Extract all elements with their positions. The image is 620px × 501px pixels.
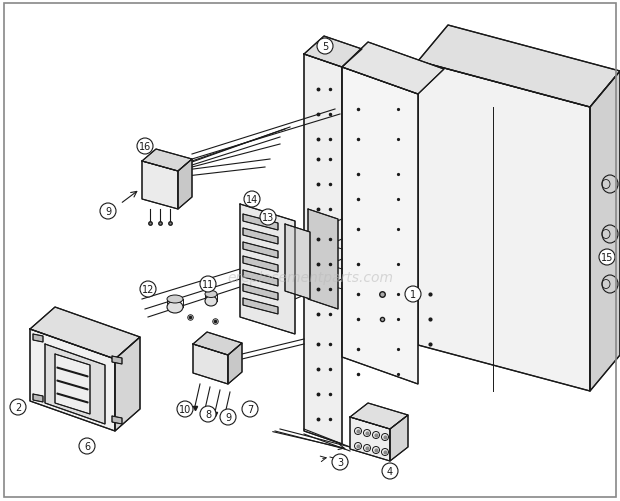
Circle shape <box>10 399 26 415</box>
Circle shape <box>137 139 153 155</box>
Polygon shape <box>243 271 278 287</box>
Ellipse shape <box>167 302 183 313</box>
Text: 8: 8 <box>205 409 211 419</box>
Polygon shape <box>112 416 122 424</box>
Circle shape <box>317 39 333 55</box>
Polygon shape <box>33 394 43 402</box>
Polygon shape <box>390 415 408 461</box>
Text: 14: 14 <box>246 194 258 204</box>
Text: 11: 11 <box>202 280 214 290</box>
Polygon shape <box>193 332 242 355</box>
Text: 2: 2 <box>15 402 21 412</box>
Circle shape <box>200 406 216 422</box>
Polygon shape <box>308 209 338 310</box>
Polygon shape <box>350 403 408 429</box>
Circle shape <box>405 287 421 303</box>
Ellipse shape <box>205 291 217 298</box>
Polygon shape <box>350 417 390 461</box>
Polygon shape <box>243 285 278 301</box>
Text: 12: 12 <box>142 285 154 295</box>
Polygon shape <box>33 334 43 342</box>
Polygon shape <box>418 62 590 391</box>
Polygon shape <box>30 329 115 431</box>
Polygon shape <box>112 356 122 364</box>
Circle shape <box>332 454 348 470</box>
Polygon shape <box>193 344 228 384</box>
Polygon shape <box>304 55 342 444</box>
Circle shape <box>79 438 95 454</box>
Polygon shape <box>142 150 192 172</box>
Polygon shape <box>304 37 362 68</box>
Polygon shape <box>142 162 178 209</box>
Circle shape <box>599 249 615 266</box>
Polygon shape <box>115 337 140 431</box>
Polygon shape <box>228 343 242 384</box>
Polygon shape <box>178 160 192 209</box>
Text: 1: 1 <box>410 290 416 300</box>
Polygon shape <box>243 214 278 230</box>
Text: 16: 16 <box>139 142 151 152</box>
Polygon shape <box>243 242 278 259</box>
Circle shape <box>177 401 193 417</box>
Text: ereplacementparts.com: ereplacementparts.com <box>227 271 393 285</box>
Text: 7: 7 <box>247 404 253 414</box>
Polygon shape <box>418 26 620 108</box>
Circle shape <box>100 203 116 219</box>
Ellipse shape <box>205 297 217 307</box>
Text: 5: 5 <box>322 42 328 52</box>
Text: 9: 9 <box>105 206 111 216</box>
Circle shape <box>244 191 260 207</box>
Polygon shape <box>57 367 88 377</box>
Polygon shape <box>342 43 444 95</box>
Polygon shape <box>30 308 140 359</box>
Circle shape <box>200 277 216 293</box>
Polygon shape <box>285 224 310 300</box>
Text: 9: 9 <box>225 412 231 422</box>
Polygon shape <box>243 228 278 244</box>
Polygon shape <box>240 204 295 334</box>
Circle shape <box>242 401 258 417</box>
Polygon shape <box>243 299 278 314</box>
Polygon shape <box>243 257 278 273</box>
Text: 3: 3 <box>337 457 343 467</box>
Polygon shape <box>590 72 620 391</box>
Circle shape <box>260 209 276 225</box>
Circle shape <box>382 463 398 479</box>
Polygon shape <box>342 68 418 384</box>
Polygon shape <box>57 393 88 403</box>
Polygon shape <box>57 380 88 390</box>
Circle shape <box>140 282 156 298</box>
Circle shape <box>220 409 236 425</box>
Ellipse shape <box>167 296 183 304</box>
Text: 6: 6 <box>84 441 90 451</box>
Text: 4: 4 <box>387 466 393 476</box>
Polygon shape <box>45 344 105 424</box>
Text: 10: 10 <box>179 404 191 414</box>
Text: 13: 13 <box>262 212 274 222</box>
Text: 15: 15 <box>601 253 613 263</box>
Polygon shape <box>55 354 90 414</box>
